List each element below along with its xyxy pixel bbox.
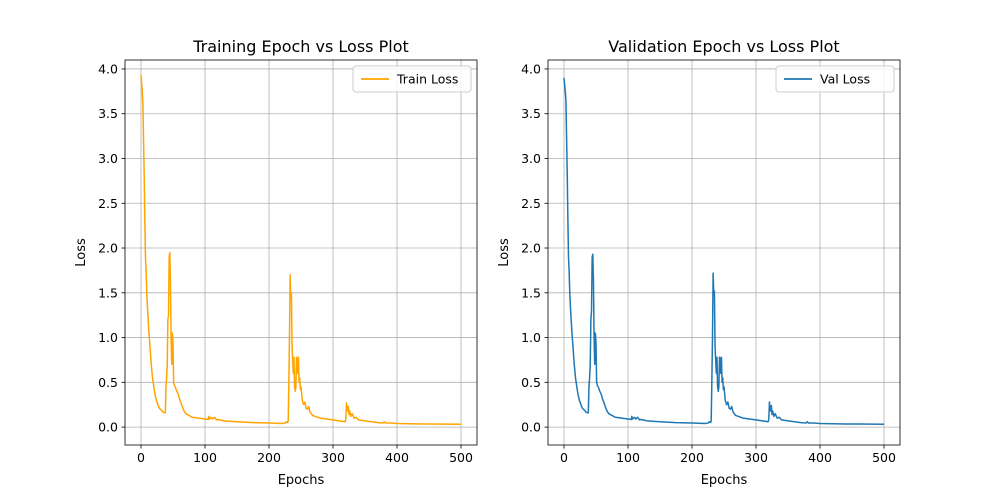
- legend-label: Train Loss: [396, 72, 458, 87]
- y-tick-label: 0.5: [98, 375, 118, 390]
- chart-title: Validation Epoch vs Loss Plot: [608, 37, 839, 56]
- x-tick-label: 0: [137, 450, 145, 465]
- y-tick-label: 0.0: [98, 420, 118, 435]
- chart-0: 0 100 200 300 400 500 0.0 0.5 1.0 1.5 2.0 2.5 3.0 3.5…: [74, 37, 478, 488]
- x-tick-label: 300: [321, 450, 345, 465]
- x-axis-label: Epochs: [701, 473, 748, 488]
- chart-title: Training Epoch vs Loss Plot: [192, 37, 409, 56]
- y-tick-label: 2.0: [521, 241, 541, 256]
- y-tick-label: 3.5: [98, 106, 118, 121]
- y-tick-label: 0.5: [521, 375, 541, 390]
- y-tick-label: 3.0: [98, 151, 118, 166]
- x-tick-label: 500: [872, 450, 896, 465]
- x-tick-label: 0: [560, 450, 568, 465]
- x-tick-label: 200: [680, 450, 704, 465]
- y-tick-label: 3.0: [521, 151, 541, 166]
- y-axis-label: Loss: [74, 238, 89, 267]
- y-tick-label: 1.0: [521, 330, 541, 345]
- y-tick-label: 1.5: [98, 285, 118, 300]
- legend: Val Loss: [775, 65, 895, 93]
- y-tick-label: 4.0: [98, 61, 118, 76]
- y-tick-label: 4.0: [521, 61, 541, 76]
- y-tick-label: 1.5: [521, 285, 541, 300]
- y-tick-label: 2.5: [521, 196, 541, 211]
- x-tick-label: 500: [449, 450, 473, 465]
- y-tick-label: 2.5: [98, 196, 118, 211]
- y-tick-label: 0.0: [521, 420, 541, 435]
- x-tick-label: 400: [808, 450, 832, 465]
- legend: Train Loss: [352, 65, 472, 93]
- x-tick-label: 100: [616, 450, 640, 465]
- legend-label: Val Loss: [820, 72, 870, 87]
- legend-box: [352, 65, 472, 93]
- x-tick-label: 100: [193, 450, 217, 465]
- chart-1: 0 100 200 300 400 500 0.0 0.5 1.0 1.5 2.0 2.5 3.0 3.5…: [497, 37, 901, 488]
- y-axis-label: Loss: [497, 238, 512, 267]
- axes-frame: [124, 59, 478, 446]
- x-tick-label: 200: [257, 450, 281, 465]
- axes-frame: [547, 59, 901, 446]
- x-axis-label: Epochs: [278, 473, 325, 488]
- series-line-0: [140, 75, 462, 425]
- y-tick-label: 2.0: [98, 241, 118, 256]
- legend-box: [775, 65, 895, 93]
- x-tick-label: 300: [744, 450, 768, 465]
- series-line-0: [563, 77, 885, 425]
- y-tick-label: 1.0: [98, 330, 118, 345]
- y-tick-label: 3.5: [521, 106, 541, 121]
- x-tick-label: 400: [385, 450, 409, 465]
